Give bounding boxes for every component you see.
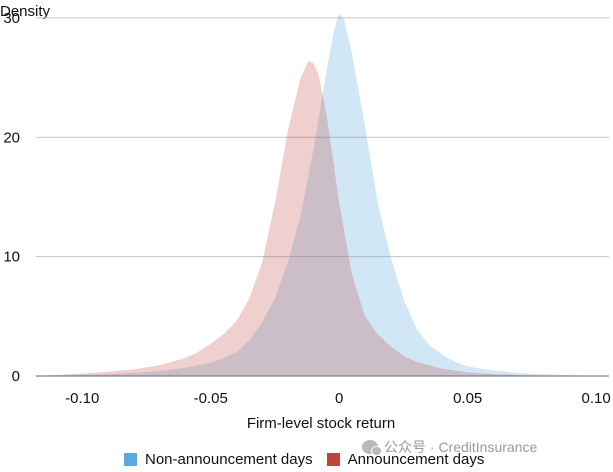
- y-tick-label: 10: [3, 249, 20, 266]
- y-tick-labels: 0 10 20 30: [3, 10, 20, 385]
- x-tick-labels: -0.10 -0.05 0 0.05 0.10: [65, 390, 611, 407]
- x-tick-label: -0.05: [194, 390, 228, 407]
- legend-label-non-announcement: Non-announcement days: [145, 450, 313, 468]
- watermark-text: 公众号 · CreditInsurance: [384, 439, 538, 455]
- x-tick-label: 0.05: [453, 390, 482, 407]
- legend: Non-announcement days Announcement days: [124, 448, 498, 470]
- legend-label-announcement: Announcement days: [347, 450, 485, 468]
- y-tick-label: 0: [12, 368, 20, 385]
- density-area-announcement: [30, 60, 609, 377]
- y-axis-title: Density: [0, 3, 51, 20]
- x-axis-title: Firm-level stock return: [247, 415, 395, 432]
- density-area-non-announcement: [30, 13, 609, 376]
- x-tick-label: -0.10: [65, 390, 99, 407]
- wechat-icon: [362, 440, 382, 456]
- x-tick-label: 0.10: [582, 390, 611, 407]
- legend-item-non-announcement: Non-announcement days: [124, 451, 313, 468]
- legend-swatch-non-announcement: [124, 452, 137, 466]
- x-tick-label: 0: [335, 390, 343, 407]
- y-tick-label: 30: [3, 10, 20, 27]
- watermark: 公众号 · CreditInsurance: [362, 437, 537, 457]
- grid-lines: [36, 17, 609, 377]
- legend-item-announcement: Announcement days: [326, 450, 485, 468]
- legend-swatch-announcement: [326, 452, 340, 466]
- y-tick-label: 20: [3, 129, 20, 146]
- density-areas: [30, 13, 609, 377]
